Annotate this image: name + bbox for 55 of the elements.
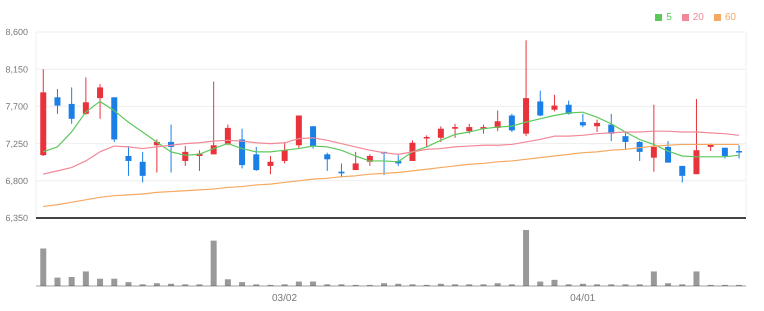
candlestick (324, 152, 330, 172)
y-tick-label: 7,250 (5, 138, 28, 149)
candlestick (466, 123, 472, 134)
y-tick-label: 6,350 (5, 213, 28, 224)
candlestick (282, 142, 288, 164)
y-tick-label: 8,150 (5, 64, 28, 74)
bar (523, 230, 530, 286)
x-tick-label: 04/01 (570, 293, 596, 304)
bar (111, 278, 118, 286)
legend-label: 20 (692, 12, 704, 23)
candlestick (125, 146, 132, 176)
legend-label: 60 (724, 12, 736, 23)
candlestick (310, 126, 316, 150)
candlestick (594, 119, 600, 133)
candlestick (68, 86, 75, 124)
candlestick (224, 124, 231, 146)
candlestick (267, 156, 274, 175)
candlestick (424, 134, 430, 148)
candlestick (352, 151, 359, 171)
candlestick (736, 144, 742, 159)
legend-label: 5 (666, 12, 672, 23)
candlestick (452, 123, 458, 138)
x-tick-label: 03/02 (272, 293, 298, 304)
candlestick (722, 147, 728, 159)
bar (154, 283, 160, 286)
candlestick (97, 84, 104, 120)
candlestick (508, 113, 515, 133)
bar (210, 240, 217, 286)
candlestick (650, 104, 657, 172)
bar (381, 283, 388, 286)
candlestick (537, 90, 544, 117)
bar (82, 271, 89, 286)
bar (97, 278, 104, 286)
candlestick (622, 132, 628, 150)
candlestick (679, 165, 686, 183)
bar (693, 271, 700, 286)
line-series (42, 100, 740, 162)
bar (665, 283, 672, 286)
candlestick (54, 88, 60, 114)
candlestick (580, 113, 586, 128)
bar (494, 283, 501, 286)
y-tick-label: 8,600 (5, 27, 28, 38)
candlestick (551, 94, 558, 112)
bar (68, 277, 75, 286)
candlestick (140, 151, 146, 183)
candlestick (438, 126, 444, 142)
y-tick-label: 7,700 (5, 102, 28, 112)
bar (650, 271, 657, 286)
bar (54, 278, 60, 286)
bar (40, 248, 46, 286)
candlestick (693, 98, 700, 175)
candlestick (338, 162, 344, 178)
candlestick (566, 100, 572, 116)
candlestick (253, 146, 260, 172)
y-tick-label: 6,800 (5, 176, 28, 186)
